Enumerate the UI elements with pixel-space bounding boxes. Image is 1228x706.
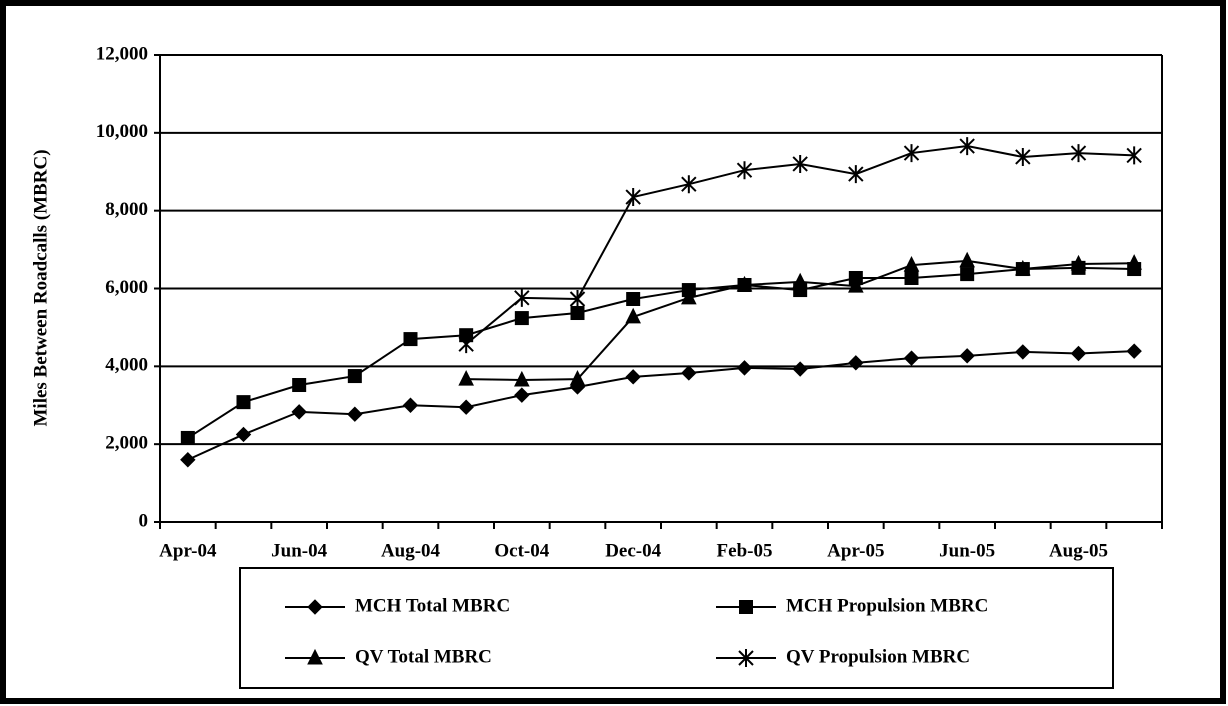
- marker: [792, 361, 808, 377]
- marker: [1126, 254, 1142, 270]
- x-tick-label: Aug-05: [1049, 540, 1108, 561]
- marker: [347, 406, 363, 422]
- y-axis-label: Miles Between Roadcalls (MBRC): [30, 149, 51, 426]
- marker: [1070, 345, 1087, 362]
- marker: [625, 307, 641, 324]
- marker: [959, 348, 975, 364]
- marker: [625, 188, 641, 207]
- legend-marker: [307, 648, 323, 665]
- marker: [292, 378, 307, 393]
- x-tick-label: Apr-05: [827, 540, 884, 561]
- x-tick-label: Apr-04: [159, 540, 217, 561]
- marker: [1126, 343, 1142, 359]
- marker: [1070, 254, 1087, 271]
- marker: [1015, 147, 1031, 166]
- marker: [736, 275, 753, 292]
- legend-label: QV Total MBRC: [355, 646, 492, 667]
- marker: [514, 311, 529, 326]
- marker: [626, 292, 641, 307]
- marker: [403, 332, 418, 347]
- legend-marker: [307, 599, 323, 615]
- marker: [180, 430, 195, 445]
- marker: [570, 306, 585, 321]
- y-tick-label: 12,000: [96, 43, 148, 64]
- marker: [959, 251, 975, 268]
- marker: [848, 355, 864, 371]
- series-line: [187, 350, 1135, 461]
- marker: [347, 369, 362, 384]
- legend-marker: [738, 649, 754, 667]
- y-tick-label: 6,000: [105, 277, 148, 298]
- marker: [569, 370, 586, 386]
- x-tick-label: Feb-05: [717, 540, 773, 561]
- marker: [848, 165, 864, 184]
- marker: [736, 161, 753, 180]
- marker: [681, 365, 697, 381]
- x-tick-label: Oct-04: [494, 540, 549, 561]
- y-tick-label: 0: [139, 510, 149, 531]
- marker: [1015, 344, 1031, 360]
- y-tick-label: 10,000: [96, 121, 148, 142]
- y-tick-label: 8,000: [105, 199, 148, 220]
- marker: [180, 452, 196, 468]
- marker: [848, 277, 864, 293]
- marker: [681, 288, 697, 305]
- marker: [291, 404, 307, 420]
- marker: [514, 387, 530, 403]
- marker: [681, 175, 697, 194]
- marker: [736, 360, 753, 376]
- x-tick-label: Jun-05: [939, 540, 995, 561]
- legend-label: MCH Total MBRC: [355, 595, 510, 616]
- legend-marker: [739, 600, 753, 614]
- marker: [1070, 144, 1087, 163]
- x-tick-label: Dec-04: [605, 540, 661, 561]
- marker: [1126, 146, 1142, 165]
- marker: [1015, 259, 1031, 276]
- marker: [959, 137, 975, 156]
- marker: [960, 267, 975, 282]
- marker: [903, 350, 920, 366]
- legend-label: MCH Propulsion MBRC: [786, 595, 988, 616]
- marker: [235, 426, 252, 443]
- x-tick-label: Jun-04: [271, 540, 327, 561]
- marker: [514, 370, 530, 387]
- marker: [903, 144, 920, 163]
- marker: [904, 270, 919, 285]
- x-tick-label: Aug-04: [381, 540, 441, 561]
- legend-box: [239, 567, 1114, 689]
- legend-label: QV Propulsion MBRC: [786, 646, 970, 667]
- marker: [458, 370, 474, 386]
- marker: [625, 369, 641, 385]
- y-tick-label: 2,000: [105, 433, 148, 454]
- marker: [236, 395, 251, 410]
- marker: [792, 272, 808, 289]
- marker: [569, 290, 586, 309]
- marker: [514, 288, 530, 307]
- marker: [903, 256, 920, 272]
- marker: [792, 154, 808, 173]
- marker: [458, 335, 474, 354]
- marker: [402, 397, 419, 413]
- marker: [458, 399, 474, 415]
- y-tick-label: 4,000: [105, 355, 148, 376]
- series-line: [187, 266, 1135, 439]
